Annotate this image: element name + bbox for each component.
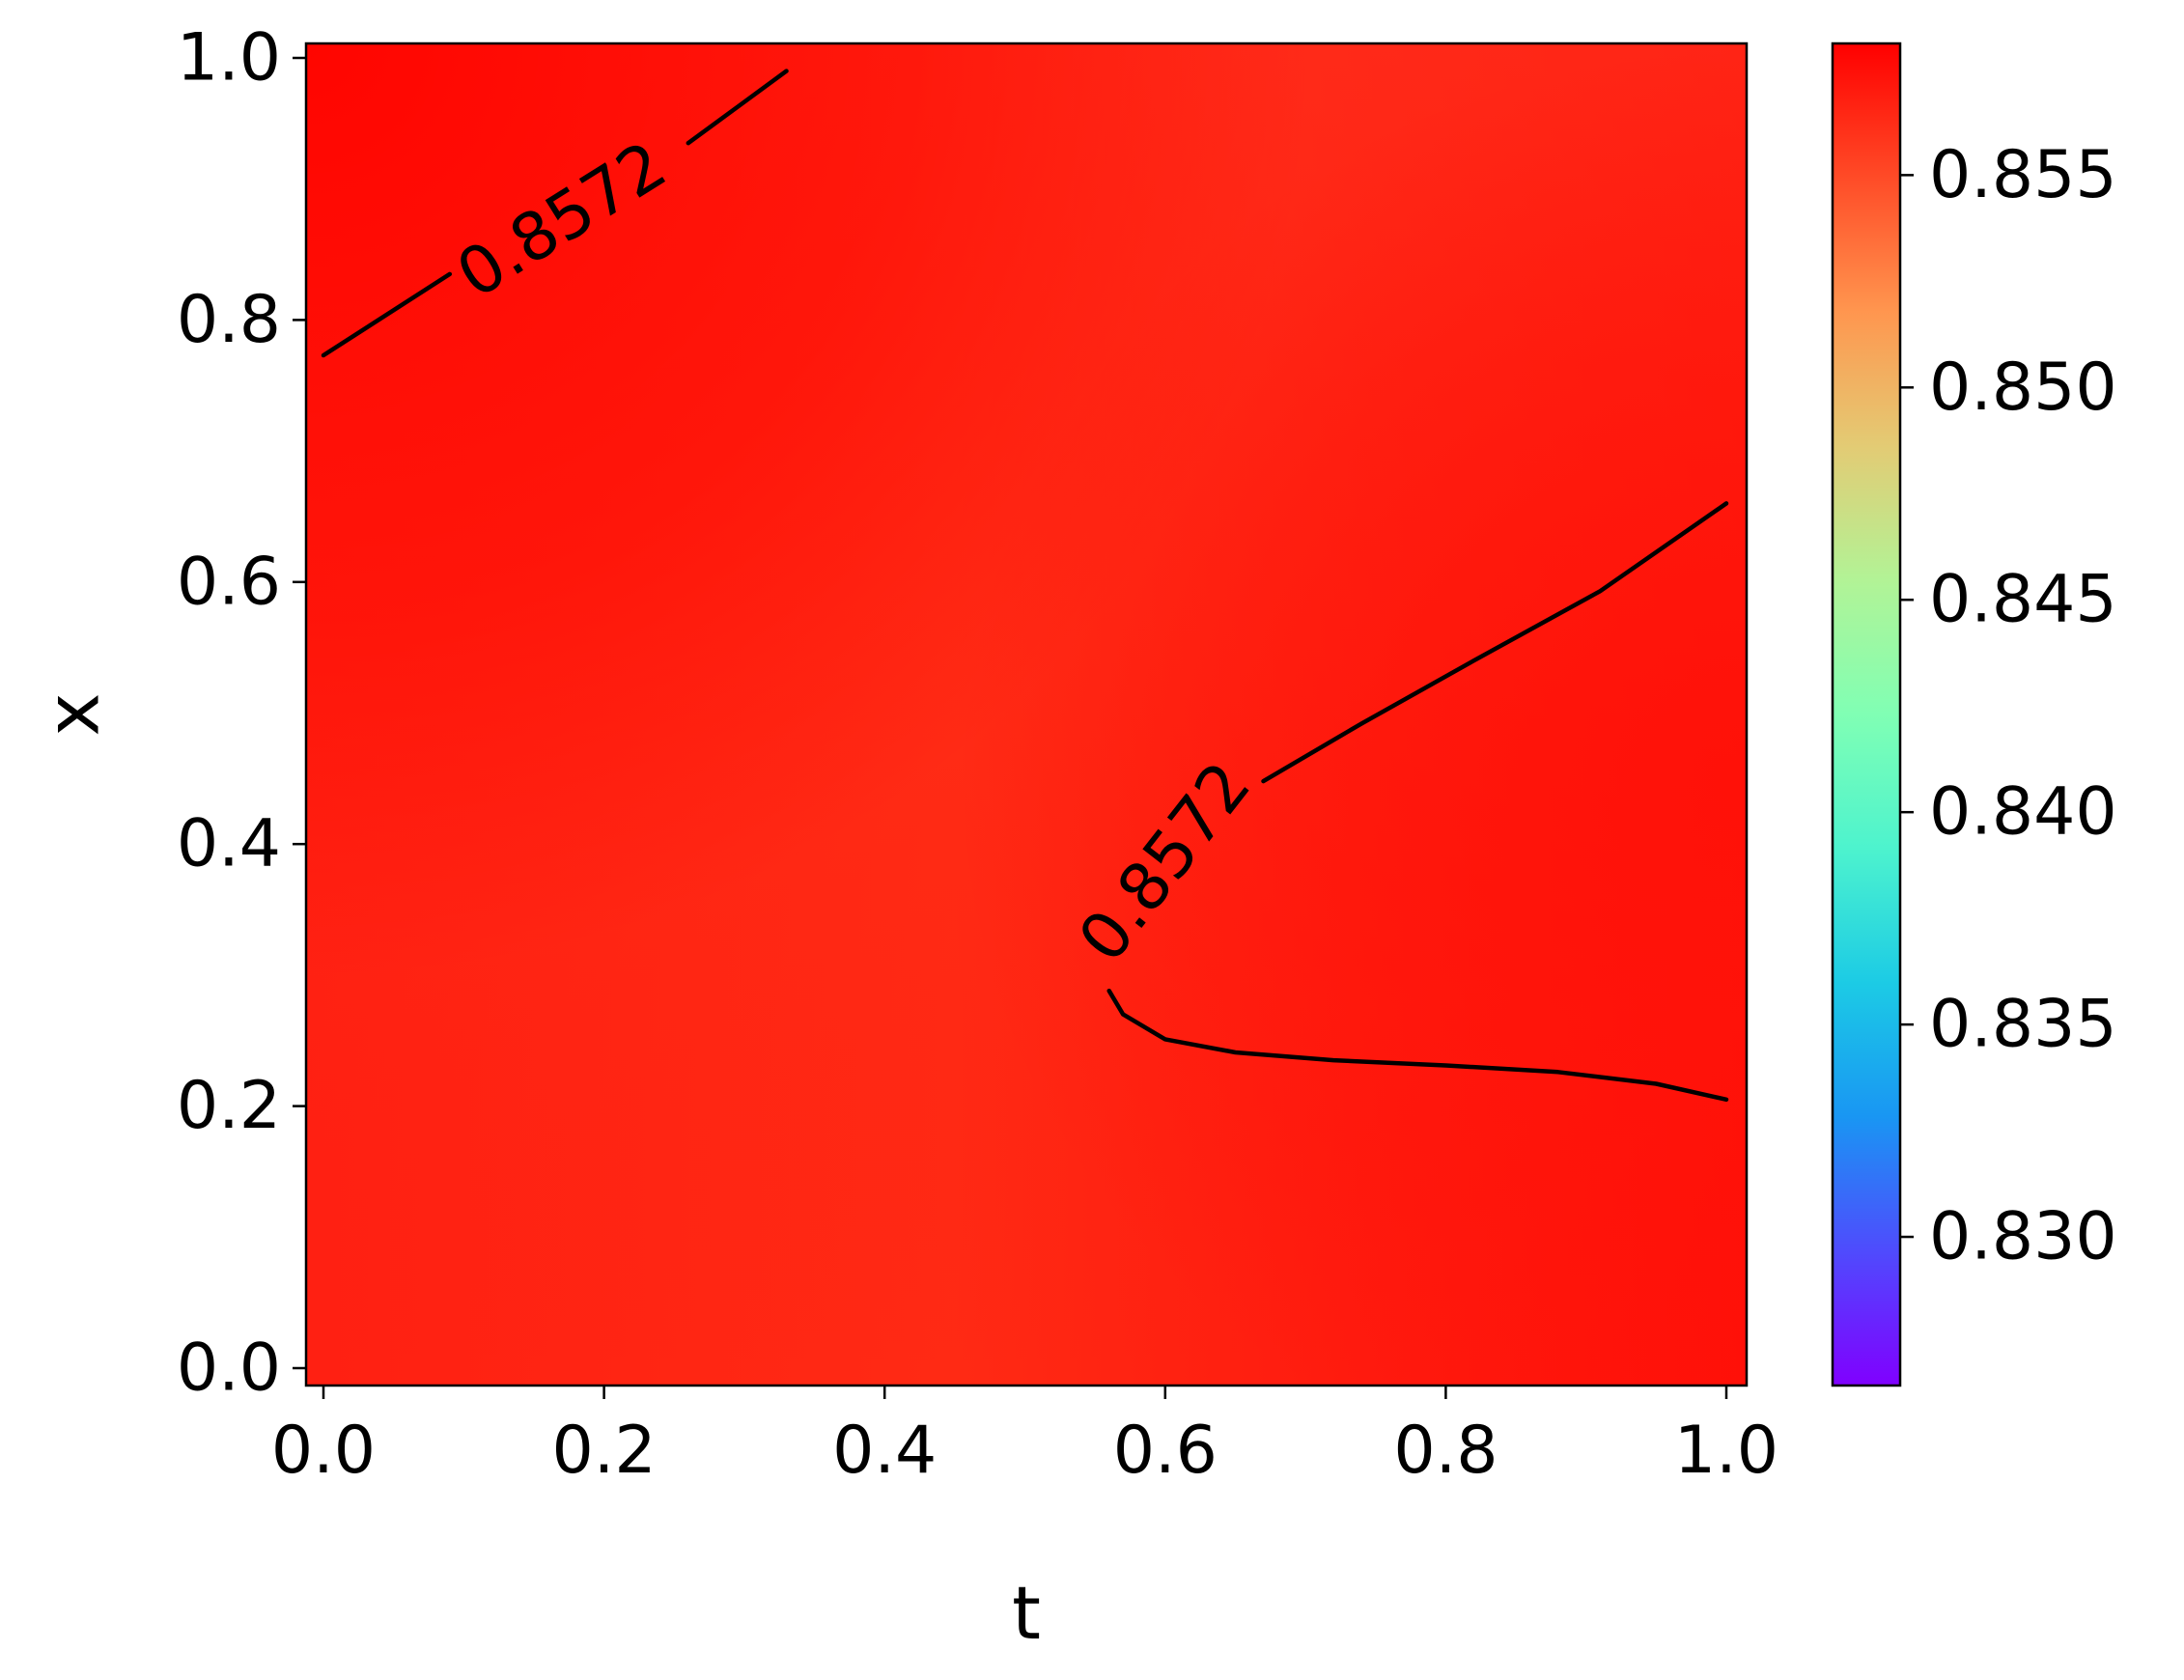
colorbar-gradient [1831,42,1902,1387]
colorbar-tick-label: 0.830 [1929,1199,2117,1275]
x-axis: 0.0 0.2 0.4 0.6 0.8 1.0 t [271,1386,1778,1656]
x-tick-label: 0.6 [1113,1413,1218,1489]
colorbar-tick-label: 0.845 [1929,562,2117,638]
plot-frame [304,42,1749,1387]
contour-segment [686,69,789,146]
contour-lines [321,69,1729,1103]
y-tick-label: 0.6 [177,544,281,620]
x-tick-label: 1.0 [1674,1413,1778,1489]
plot-area: 0.8572 0.8572 [304,42,1749,1387]
colorbar: 0.830 0.835 0.840 0.845 0.850 0.855 [1831,42,2117,1387]
x-tick-label: 0.4 [832,1413,937,1489]
x-axis-label: t [1012,1570,1041,1656]
x-tick-label: 0.8 [1393,1413,1498,1489]
y-tick-label: 0.4 [177,806,281,882]
contour-segment [1261,501,1729,784]
heatmap-field-shade-right [306,43,1747,1386]
y-tick-label: 1.0 [177,20,281,97]
x-tick-label: 0.2 [552,1413,657,1489]
y-tick-label: 0.0 [177,1330,281,1407]
y-axis: 0.0 0.2 0.4 0.6 0.8 1.0 x [30,20,306,1407]
colorbar-tick-label: 0.835 [1929,987,2117,1063]
contour-segment [321,271,453,358]
y-tick-label: 0.8 [177,282,281,358]
colorbar-tick-label: 0.840 [1929,774,2117,851]
y-tick-label: 0.2 [177,1068,281,1144]
x-tick-label: 0.0 [271,1413,376,1489]
y-axis-label: x [30,693,116,737]
colorbar-tick-label: 0.850 [1929,350,2117,426]
colorbar-tick-label: 0.855 [1929,137,2117,213]
contour-segment [1106,988,1729,1103]
